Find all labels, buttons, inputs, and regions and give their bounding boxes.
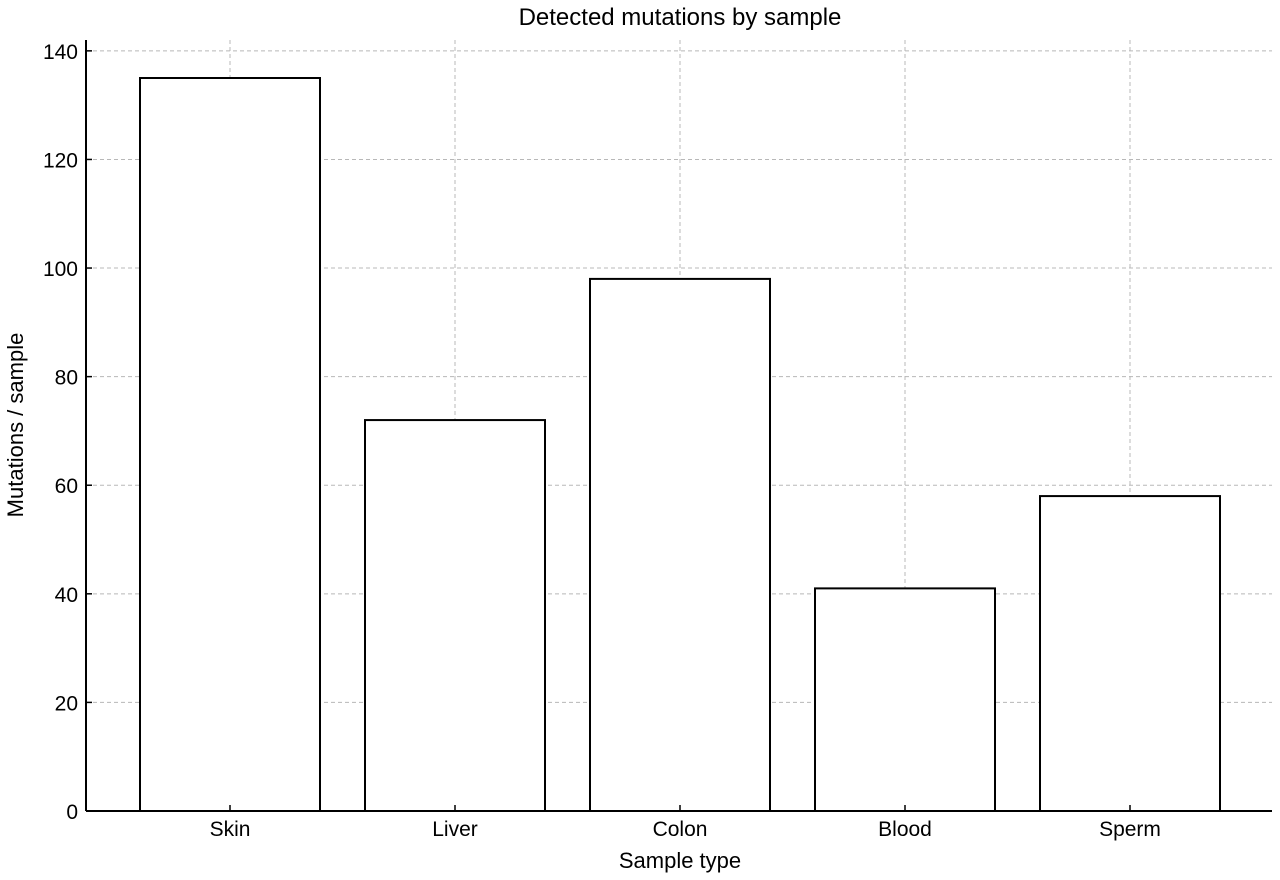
y-tick-label: 40 (55, 584, 78, 607)
bars (139, 77, 1221, 813)
y-tick-label: 20 (55, 692, 78, 715)
tick-labels: 0 20 40 60 80 100 120 140 Skin Liver Colon Blood Spe… (43, 41, 1161, 841)
y-tick-label: 0 (66, 801, 78, 824)
axes (85, 40, 1272, 812)
x-tick-label: Colon (653, 818, 708, 841)
bar-sperm (1039, 495, 1221, 812)
bar-skin (139, 77, 321, 813)
chart-title: Detected mutations by sample (519, 4, 842, 31)
y-tick-label: 140 (43, 41, 78, 64)
x-tick-label: Skin (210, 818, 251, 841)
x-tick-label: Liver (432, 818, 478, 841)
y-tick-label: 80 (55, 367, 78, 390)
y-axis-label: Mutations / sample (3, 333, 28, 518)
x-axis-label: Sample type (619, 848, 741, 873)
x-tick-label: Sperm (1099, 818, 1161, 841)
bar-liver (364, 419, 546, 812)
bar-blood (814, 587, 996, 812)
x-tick-label: Blood (878, 818, 932, 841)
y-tick-label: 120 (43, 149, 78, 172)
y-tick-label: 100 (43, 258, 78, 281)
bar-colon (589, 277, 771, 812)
y-tick-label: 60 (55, 475, 78, 498)
